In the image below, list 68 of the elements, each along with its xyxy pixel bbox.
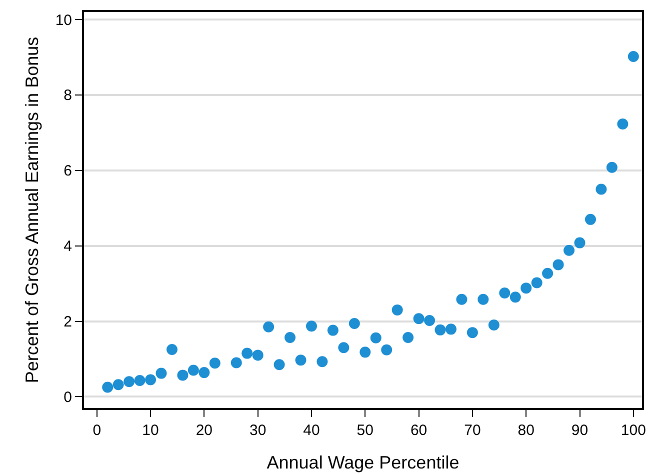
- point: [188, 364, 199, 376]
- point: [209, 358, 220, 369]
- point: [124, 376, 135, 388]
- point: [445, 324, 456, 335]
- point: [381, 344, 392, 356]
- point: [145, 374, 156, 386]
- y-tick-label: 6: [64, 162, 72, 180]
- y-tick-label: 10: [55, 12, 72, 29]
- point: [424, 315, 436, 326]
- point: [617, 118, 628, 130]
- y-tick-label: 8: [64, 87, 72, 104]
- point: [306, 320, 317, 332]
- point: [456, 294, 468, 305]
- point: [252, 350, 264, 361]
- x-tick-label: 10: [142, 422, 159, 439]
- x-tick-label: 90: [571, 422, 588, 439]
- point: [295, 354, 306, 366]
- point: [596, 184, 607, 195]
- point: [348, 318, 360, 330]
- point: [466, 327, 478, 338]
- x-tick-label: 70: [464, 422, 481, 439]
- point: [574, 237, 586, 248]
- x-tick-label: 100: [620, 422, 646, 439]
- y-tick-label: 4: [64, 238, 72, 256]
- point: [552, 259, 564, 270]
- point: [274, 359, 285, 370]
- x-tick-label: 40: [303, 422, 320, 439]
- point: [478, 294, 489, 305]
- point: [564, 244, 575, 256]
- point: [230, 357, 242, 368]
- point: [316, 356, 328, 368]
- point: [134, 374, 146, 386]
- point: [413, 313, 424, 324]
- point: [360, 346, 371, 358]
- point: [584, 214, 596, 225]
- x-tick-label: 80: [518, 422, 534, 439]
- point: [198, 367, 210, 378]
- point: [284, 332, 296, 343]
- point: [499, 287, 510, 298]
- point: [628, 51, 639, 62]
- point: [434, 324, 446, 336]
- point: [510, 292, 521, 303]
- point: [606, 162, 618, 173]
- point: [488, 320, 500, 331]
- point: [112, 379, 124, 390]
- point: [263, 321, 274, 332]
- y-tick-label: 0: [64, 388, 72, 406]
- x-tick-label: 30: [249, 422, 266, 439]
- x-tick-label: 60: [410, 422, 428, 439]
- x-axis-title: Annual Wage Percentile: [266, 452, 460, 473]
- y-tick-label: 2: [64, 314, 72, 331]
- point: [402, 332, 414, 343]
- x-tick-label: 50: [356, 422, 374, 439]
- point: [166, 344, 178, 356]
- point: [338, 342, 350, 354]
- point: [370, 332, 382, 344]
- point: [531, 277, 542, 288]
- point: [242, 348, 253, 359]
- x-tick-label: 0: [92, 422, 102, 439]
- point: [520, 282, 532, 294]
- point: [392, 304, 403, 316]
- point: [327, 324, 338, 336]
- y-axis-title: Percent of Gross Annual Earnings in Bonus: [22, 36, 42, 384]
- point: [542, 268, 554, 279]
- point: [177, 370, 188, 381]
- point: [102, 382, 114, 393]
- point: [156, 368, 167, 379]
- x-tick-label: 20: [196, 422, 213, 439]
